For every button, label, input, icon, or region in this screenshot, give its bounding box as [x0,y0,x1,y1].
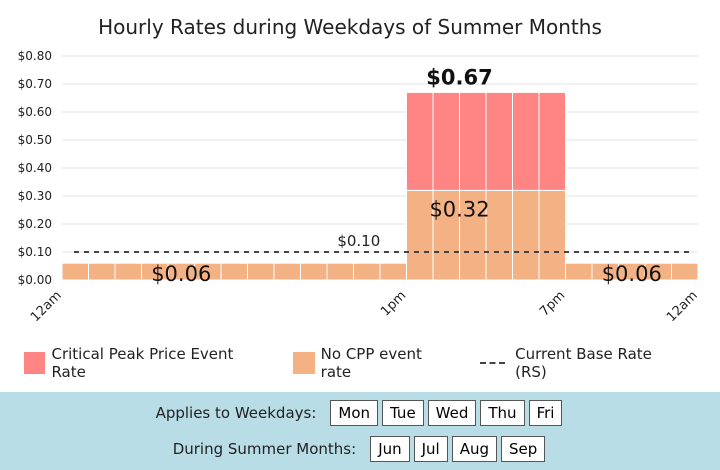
bar-no-cpp [326,262,354,281]
y-tick-label: $0.30 [18,189,52,203]
bar-cpp [512,91,540,191]
weekday-chip-fri[interactable]: Fri [528,400,563,426]
bar-cpp [432,91,460,191]
weekday-chip-thu[interactable]: Thu [480,400,525,426]
bar-no-cpp [300,262,328,281]
month-chip-aug[interactable]: Aug [451,436,498,462]
y-tick-label: $0.10 [18,245,52,259]
bar-no-cpp [379,262,407,281]
chart-title: Hourly Rates during Weekdays of Summer M… [98,15,602,39]
y-tick-label: $0.40 [18,161,52,175]
x-tick-label: 7pm [537,288,568,319]
month-chip-sep[interactable]: Sep [501,436,546,462]
weekday-row: Applies to Weekdays: Mon Tue Wed Thu Fri [0,400,720,426]
bar-no-cpp [273,262,301,281]
bar-no-cpp [485,189,513,281]
y-tick-label: $0.70 [18,77,52,91]
data-label: $0.06 [151,262,211,286]
x-tick-label: 12am [28,288,65,325]
bar-cpp [406,91,434,191]
weekdays-label: Applies to Weekdays: [155,404,317,422]
bar-cpp [459,91,487,191]
legend-item-no-cpp: No CPP event rate [293,345,454,381]
x-tick-label: 12am [664,288,701,325]
data-label: $0.67 [426,65,492,89]
bar-no-cpp [220,262,248,281]
bar-no-cpp [88,262,116,281]
bar-cpp [485,91,513,191]
y-tick-label: $0.50 [18,133,52,147]
rate-chart: Hourly Rates during Weekdays of Summer M… [18,15,701,325]
y-tick-label: $0.60 [18,105,52,119]
legend-label-base-rate: Current Base Rate (RS) [515,345,652,381]
month-chip-jun[interactable]: Jun [370,436,410,462]
legend-swatch-no-cpp [293,352,315,374]
data-label: $0.32 [429,197,489,221]
y-tick-label: $0.00 [18,273,52,287]
legend-swatch-cpp [24,352,46,374]
data-label: $0.06 [602,262,662,286]
bar-no-cpp [114,262,142,281]
legend-label-no-cpp: No CPP event rate [320,345,422,381]
x-tick-label: 1pm [378,288,409,319]
legend-item-base-rate: Current Base Rate (RS) [479,345,684,381]
bar-no-cpp [61,262,89,281]
chart-legend: Critical Peak Price Event Rate No CPP ev… [24,345,710,381]
weekday-chip-mon[interactable]: Mon [330,400,379,426]
bar-no-cpp [538,189,566,281]
bar-no-cpp [671,262,699,281]
bar-no-cpp [353,262,381,281]
bar-no-cpp [512,189,540,281]
month-row: During Summer Months: Jun Jul Aug Sep [0,436,720,462]
base-rate-label: $0.10 [337,232,380,250]
bar-no-cpp [247,262,275,281]
legend-item-cpp: Critical Peak Price Event Rate [24,345,267,381]
weekday-chip-wed[interactable]: Wed [427,400,477,426]
legend-swatch-base-rate [479,362,506,364]
bar-cpp [538,91,566,191]
y-tick-label: $0.20 [18,217,52,231]
y-tick-label: $0.80 [18,49,52,63]
legend-label-cpp: Critical Peak Price Event Rate [51,345,234,381]
weekday-chip-tue[interactable]: Tue [382,400,424,426]
bar-no-cpp [565,262,593,281]
month-chip-jul[interactable]: Jul [413,436,448,462]
filter-panel: Applies to Weekdays: Mon Tue Wed Thu Fri… [0,392,720,470]
months-label: During Summer Months: [172,440,357,458]
